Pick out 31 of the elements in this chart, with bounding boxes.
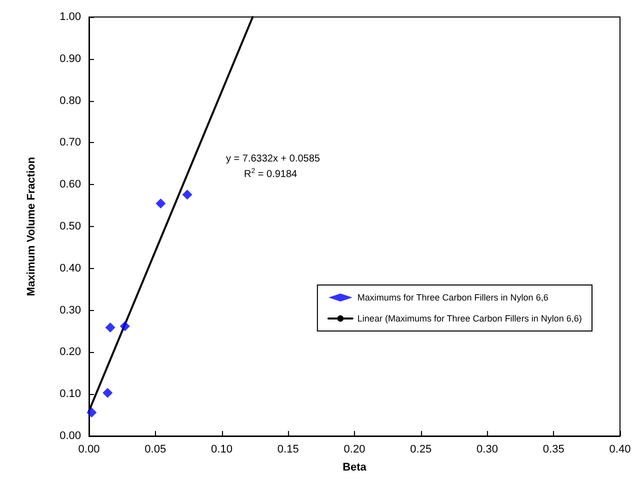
point [182,190,192,200]
point [86,408,97,418]
x-tick-label: 0.20 [344,444,366,456]
x-tick-label: 0.15 [277,444,299,456]
x-tick-label: 0.05 [144,444,166,456]
x-tick-label: 0.25 [410,444,432,456]
y-tick-label: 0.70 [60,136,81,149]
x-tick-label: 0.30 [476,444,498,456]
y-tick-label: 0.30 [60,304,81,316]
point [102,388,113,398]
point [120,321,130,332]
y-tick-label: 0.80 [60,94,81,107]
y-tick-label: 0.20 [60,346,81,358]
legend-label: Maximums for Three Carbon Fillers in Nylon 6,6 [357,292,548,302]
legend-label: Linear (Maximums for Three Carbon Fillers in Nylon 6,6) [357,314,582,324]
y-tick-label: 0.00 [60,430,81,442]
y-tick-label: 0.40 [60,262,81,274]
x-tick-label: 0.40 [609,444,631,456]
point [105,322,116,332]
x-tick-label: 0.00 [78,444,100,456]
y-tick-label: 0.50 [60,220,81,232]
point [156,198,166,208]
y-tick-label: 1.00 [60,11,81,23]
x-tick-label: 0.35 [542,444,564,456]
y-tick-label: 0.10 [60,388,81,400]
x-tick-label: 0.10 [211,444,232,456]
annotation: y = 7.6332x + 0.0585 [226,154,320,164]
y-tick-label: 0.60 [60,178,81,191]
y-axis-title: Maximum Volume Fraction [26,156,38,296]
y-tick-label: 0.90 [60,52,81,65]
x-axis-title: Beta [342,462,368,474]
